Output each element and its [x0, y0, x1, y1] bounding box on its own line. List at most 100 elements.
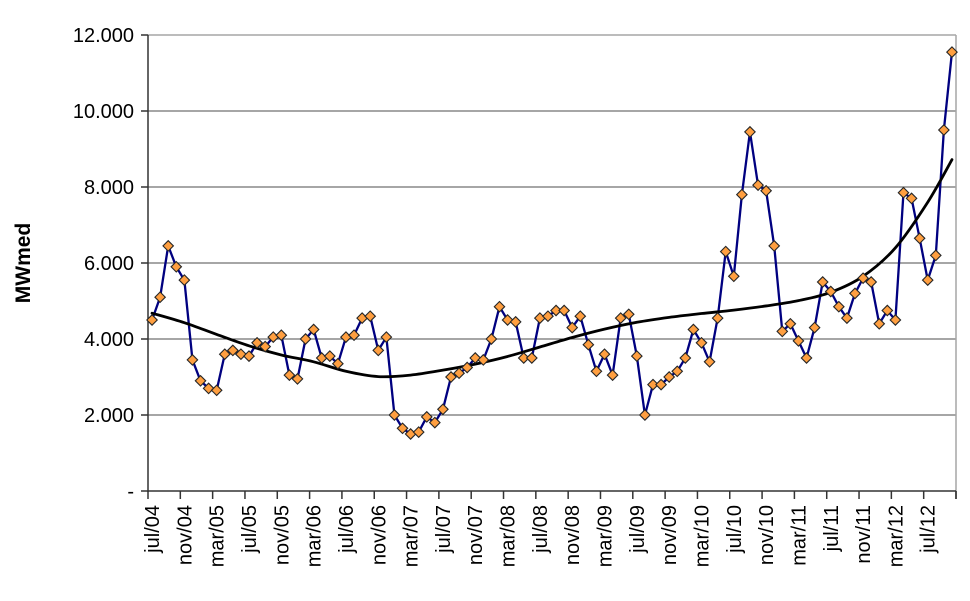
- data-point-marker: [307, 323, 320, 336]
- y-tick-label: 6.000: [84, 253, 134, 275]
- data-point-marker: [388, 409, 401, 421]
- x-tick-label: jul/11: [821, 505, 843, 552]
- data-point-marker: [687, 323, 700, 336]
- x-tick-label: mar/10: [691, 505, 713, 567]
- data-point-marker: [679, 352, 692, 364]
- data-point-marker: [356, 312, 369, 325]
- data-point-marker: [469, 352, 482, 364]
- data-point-marker: [929, 249, 942, 262]
- data-point-marker: [550, 304, 563, 317]
- data-point-marker: [711, 312, 724, 325]
- data-point-marker: [218, 348, 231, 361]
- data-point-marker: [703, 355, 716, 368]
- data-point-marker: [776, 325, 789, 338]
- data-point-marker: [582, 338, 595, 351]
- x-tick-label: nov/06: [368, 505, 390, 565]
- data-point-marker: [501, 314, 514, 326]
- y-tick-label: -: [127, 481, 134, 503]
- data-point-marker: [760, 184, 773, 197]
- data-point-marker: [234, 348, 247, 361]
- data-point-marker: [921, 274, 934, 287]
- x-tick-label: jul/04: [142, 505, 164, 554]
- data-series: [146, 46, 958, 440]
- data-point-marker: [671, 365, 684, 378]
- data-point-marker: [937, 124, 950, 136]
- data-point-marker: [638, 409, 651, 421]
- data-point-marker: [849, 287, 861, 300]
- data-point-marker: [275, 329, 288, 342]
- data-point-marker: [824, 285, 837, 298]
- axes: [141, 34, 957, 499]
- x-tick-label: nov/08: [562, 505, 584, 565]
- data-point-marker: [752, 179, 765, 192]
- data-point-marker: [243, 350, 255, 363]
- data-point-marker: [541, 310, 554, 323]
- data-point-marker: [881, 304, 894, 317]
- x-tick-label: jul/06: [336, 505, 358, 554]
- y-tick-label: 10.000: [73, 101, 134, 123]
- data-point-marker: [428, 416, 441, 429]
- x-tick-label: nov/09: [659, 505, 681, 565]
- data-point-marker: [259, 340, 272, 353]
- data-point-marker: [420, 410, 433, 423]
- data-point-marker: [461, 361, 474, 374]
- data-point-marker: [412, 426, 425, 439]
- x-tick-label: jul/07: [433, 505, 455, 554]
- data-point-marker: [493, 300, 506, 313]
- data-point-marker: [396, 422, 409, 435]
- data-point-marker: [210, 384, 223, 397]
- y-tick-label: 8.000: [84, 177, 134, 199]
- data-point-marker: [727, 270, 740, 283]
- data-point-marker: [453, 367, 466, 380]
- trend-line: [150, 158, 954, 379]
- data-point-marker: [146, 314, 159, 326]
- data-point-marker: [719, 245, 732, 258]
- data-point-marker: [162, 239, 175, 252]
- x-tick-label: jul/10: [724, 505, 746, 554]
- x-tick-label: mar/09: [595, 505, 617, 567]
- axis-labels: 12.000 10.000 8.000 6.000 4.000 2.000 -jul/04 n…: [73, 25, 940, 567]
- x-tick-label: mar/08: [498, 505, 520, 567]
- data-point-marker: [445, 371, 457, 383]
- x-tick-label: jul/08: [530, 505, 552, 554]
- x-tick-label: jul/05: [239, 505, 261, 554]
- data-point-marker: [663, 371, 676, 383]
- gridlines: [148, 34, 957, 491]
- data-point-marker: [485, 333, 498, 345]
- data-point-marker: [832, 300, 845, 313]
- data-point-marker: [517, 352, 530, 364]
- data-point-marker: [865, 276, 878, 288]
- data-point-marker: [784, 317, 797, 330]
- x-tick-label: mar/11: [788, 505, 810, 566]
- y-tick-label: 2.000: [84, 405, 134, 427]
- data-point-marker: [364, 310, 377, 323]
- data-point-marker: [590, 365, 603, 378]
- x-tick-label: nov/05: [271, 505, 293, 565]
- data-point-marker: [873, 317, 886, 330]
- data-point-marker: [647, 378, 659, 391]
- data-point-marker: [339, 331, 352, 344]
- data-point-marker: [525, 352, 538, 364]
- data-point-marker: [178, 274, 191, 287]
- data-point-marker: [808, 321, 821, 334]
- y-tick-label: 12.000: [73, 25, 134, 47]
- data-point-marker: [186, 353, 199, 366]
- data-point-marker: [251, 336, 264, 349]
- x-tick-label: nov/04: [174, 505, 196, 565]
- x-tick-label: nov/10: [756, 505, 778, 565]
- data-point-marker: [170, 260, 183, 273]
- data-point-marker: [299, 333, 312, 345]
- x-tick-label: mar/05: [207, 505, 229, 567]
- data-point-marker: [905, 192, 918, 205]
- data-point-marker: [913, 232, 926, 245]
- data-point-marker: [743, 125, 756, 138]
- data-point-marker: [348, 329, 361, 342]
- data-point-marker: [154, 291, 167, 304]
- data-point-marker: [655, 378, 668, 391]
- data-point-marker: [606, 369, 619, 382]
- data-point-marker: [509, 315, 522, 328]
- data-point-marker: [226, 344, 239, 357]
- data-point-marker: [816, 276, 829, 288]
- data-point-marker: [695, 336, 708, 349]
- data-point-marker: [735, 188, 748, 201]
